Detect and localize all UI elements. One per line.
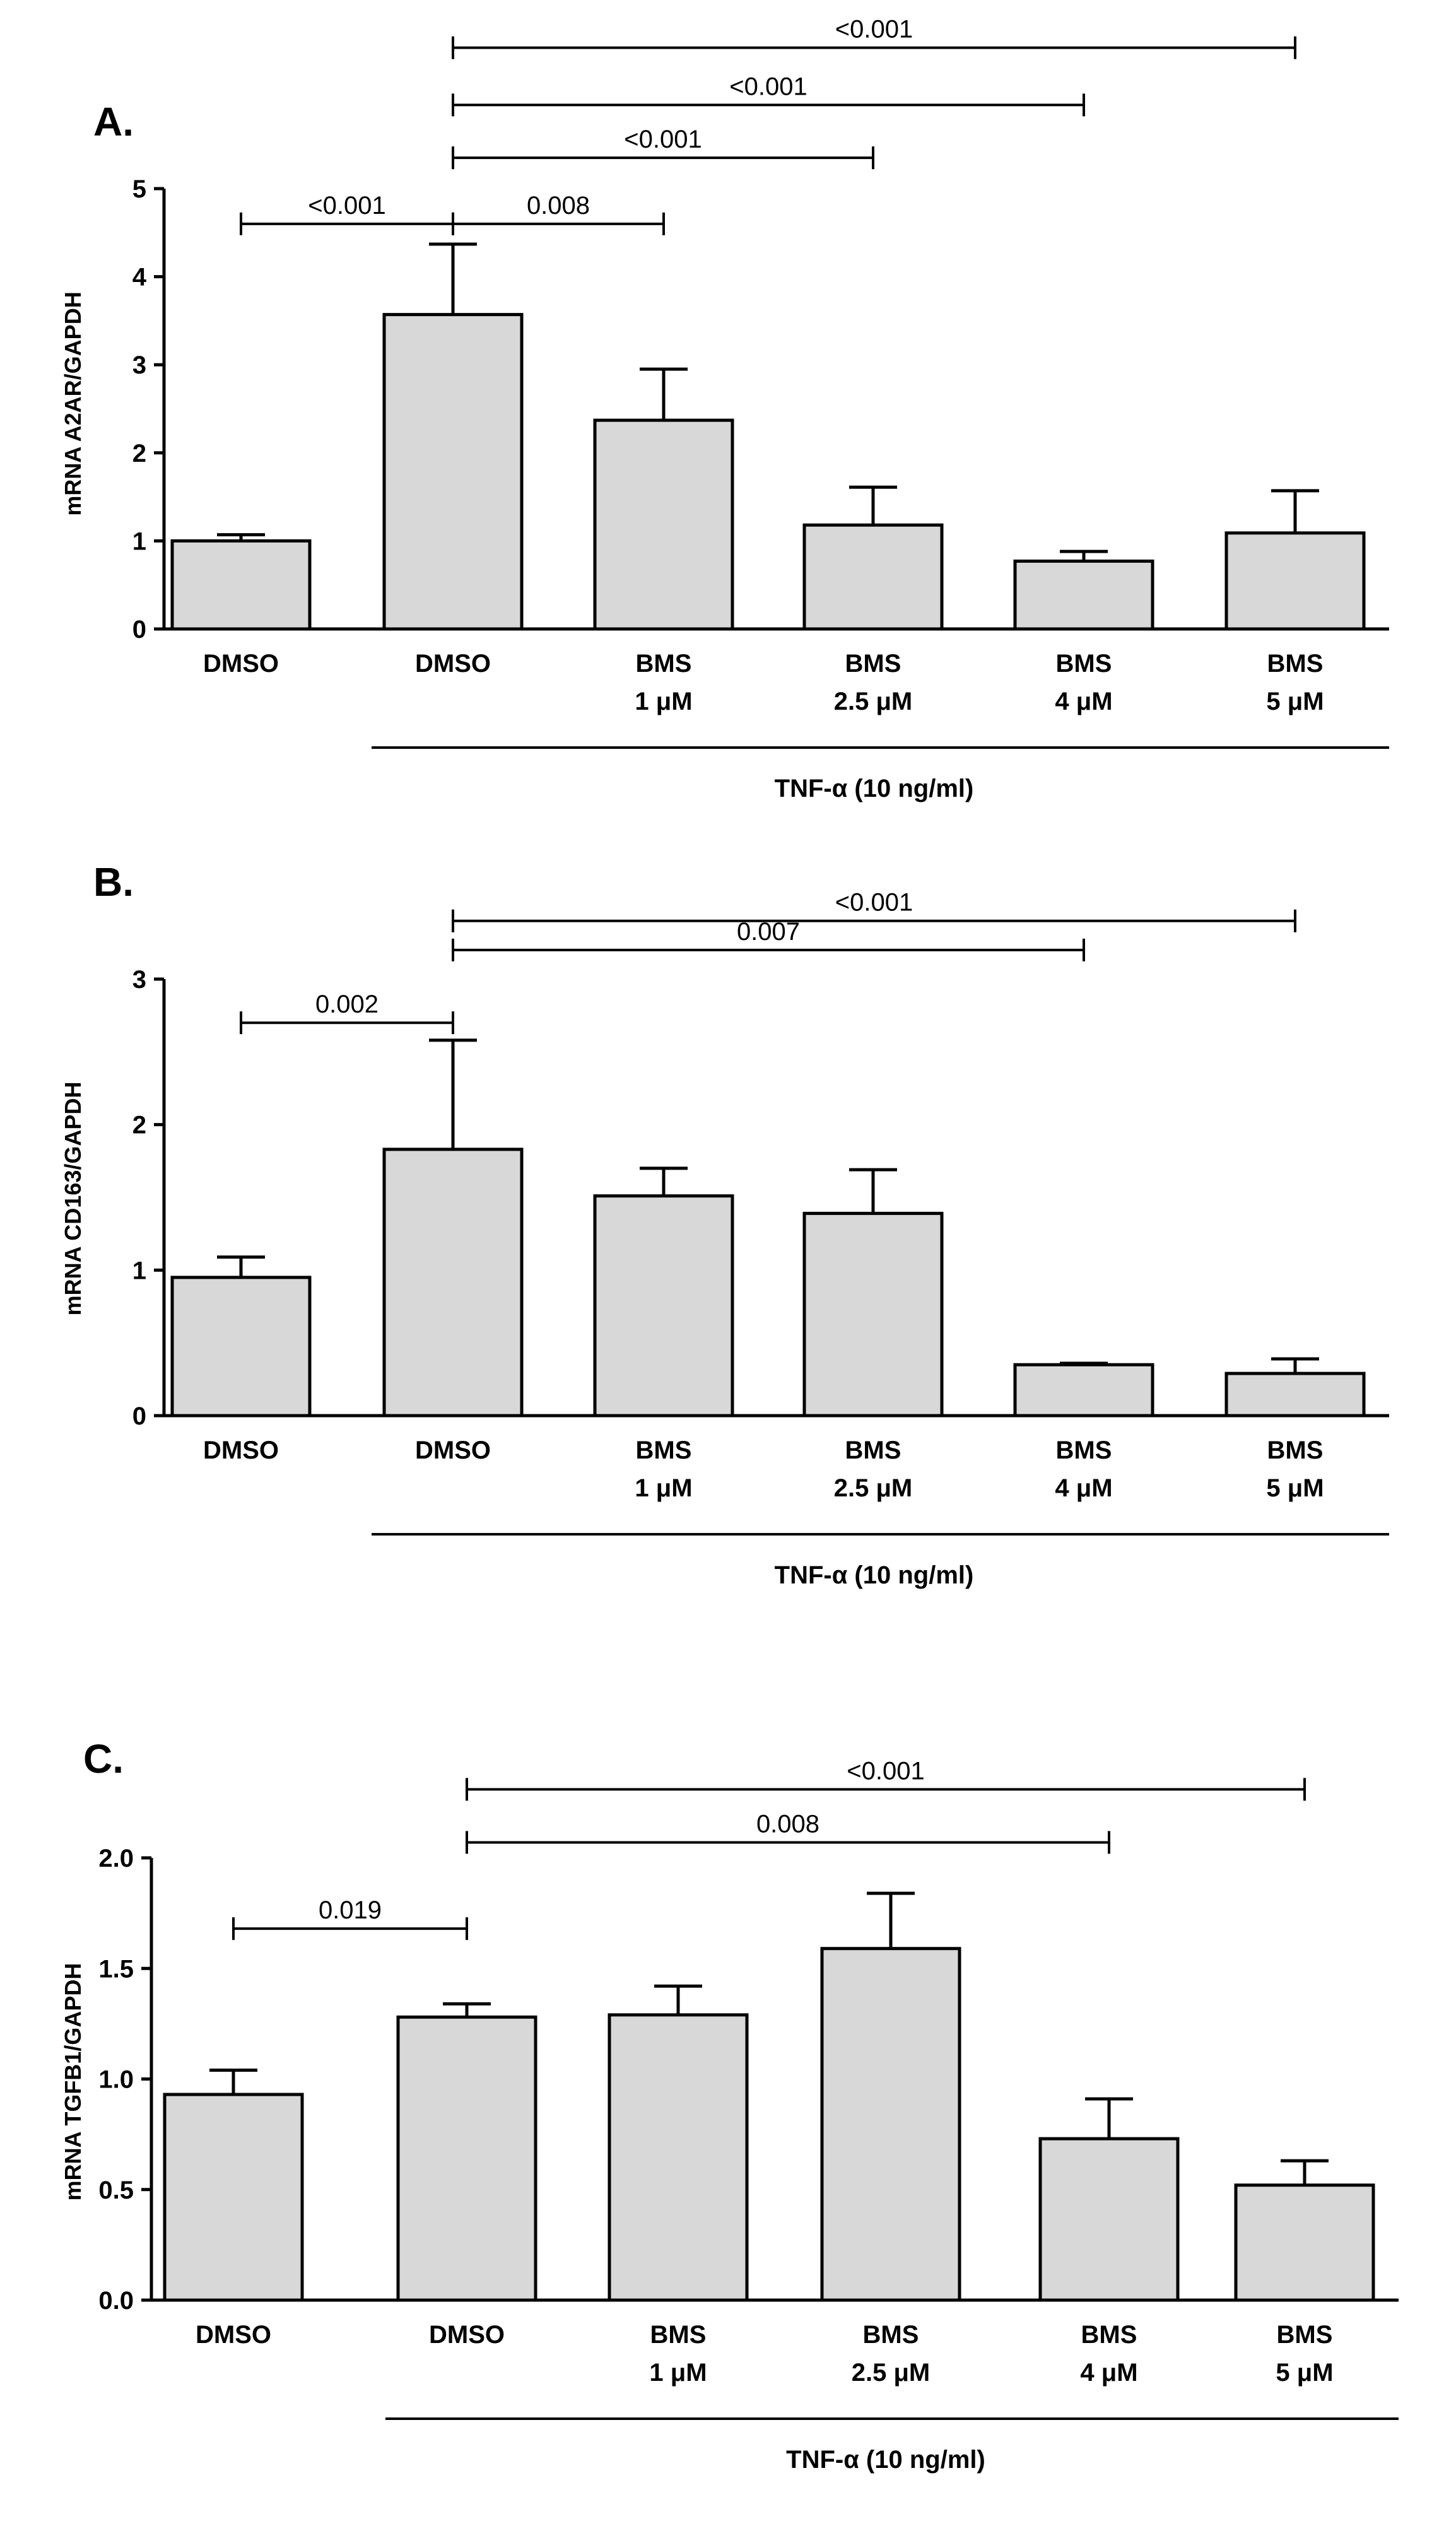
- p-value-label: 0.019: [319, 1896, 382, 1924]
- bar: [608, 2013, 749, 2302]
- y-tick-label: 1.0: [98, 2066, 134, 2094]
- bar: [802, 523, 944, 631]
- panel-1: A. 0 1 2 3 4 5 mRNA A2AR/GAPDH DMSO DMSO BMS 1 μM BM…: [60, 16, 1389, 802]
- x-tick-label: BMS: [636, 650, 692, 678]
- p-value-label: 0.008: [527, 192, 590, 220]
- bar: [396, 2015, 537, 2302]
- p-value-label: 0.007: [737, 918, 800, 946]
- panel-label: B.: [93, 859, 134, 905]
- significance-bracket: 0.019: [232, 1896, 468, 1941]
- bar: [820, 1947, 961, 2302]
- y-tick-label: 0: [132, 616, 146, 643]
- y-tick-label: 4: [132, 264, 147, 291]
- significance-bracket: 0.008: [466, 1810, 1110, 1854]
- significance-bracket: <0.001: [452, 889, 1296, 932]
- x-tick-sublabel: 2.5 μM: [834, 688, 913, 715]
- bar: [163, 2093, 304, 2302]
- x-tick-label: BMS: [1277, 2321, 1333, 2349]
- x-tick-label: DMSO: [415, 1436, 491, 1464]
- bar: [382, 1148, 524, 1418]
- bar: [1224, 1371, 1366, 1418]
- x-tick-label: DMSO: [196, 2321, 271, 2349]
- y-axis-label: mRNA TGFB1/GAPDH: [60, 1963, 86, 2201]
- x-tick-label: BMS: [650, 2321, 707, 2349]
- x-tick-sublabel: 4 μM: [1055, 688, 1112, 715]
- x-tick-label: BMS: [1267, 650, 1324, 678]
- x-tick-label: BMS: [1081, 2321, 1137, 2349]
- panel-label: A.: [93, 99, 134, 144]
- bar: [382, 313, 524, 631]
- x-tick-sublabel: 2.5 μM: [852, 2359, 931, 2387]
- group-label: TNF-α (10 ng/ml): [786, 2446, 985, 2474]
- bar: [1013, 1363, 1154, 1418]
- y-tick-label: 0.0: [98, 2287, 134, 2315]
- p-value-label: 0.002: [315, 990, 379, 1018]
- y-axis-label: mRNA CD163/GAPDH: [60, 1082, 86, 1316]
- significance-bracket: 0.008: [452, 192, 665, 235]
- bar: [1234, 2183, 1375, 2302]
- x-tick-sublabel: 5 μM: [1276, 2359, 1333, 2387]
- significance-bracket: <0.001: [452, 16, 1296, 59]
- panel-2: B. 0 1 2 3 mRNA CD163/GAPDH DMSO DMSO BMS 1 μM BMS…: [60, 859, 1389, 1589]
- y-tick-label: 1: [132, 1257, 146, 1284]
- group-label: TNF-α (10 ng/ml): [775, 775, 974, 802]
- y-tick-label: 3: [132, 351, 146, 379]
- x-tick-label: BMS: [845, 1436, 901, 1464]
- y-tick-label: 2: [132, 440, 146, 467]
- x-tick-label: DMSO: [203, 1436, 279, 1464]
- x-tick-sublabel: 4 μM: [1080, 2359, 1137, 2387]
- bar: [593, 418, 734, 631]
- y-tick-label: 5: [132, 175, 146, 203]
- panel-label: C.: [83, 1736, 124, 1782]
- panel-3: C. 0.0 0.5 1.0 1.5 2.0 mRNA TGFB1/GAPDH DMSO DMS…: [60, 1736, 1399, 2474]
- x-tick-label: BMS: [636, 1436, 692, 1464]
- significance-bracket: 0.002: [240, 990, 454, 1035]
- significance-bracket: <0.001: [240, 192, 454, 235]
- bar: [170, 539, 312, 631]
- x-tick-sublabel: 5 μM: [1266, 688, 1324, 715]
- p-value-label: <0.001: [835, 889, 913, 917]
- p-value-label: 0.008: [756, 1810, 819, 1838]
- x-tick-sublabel: 1 μM: [635, 1474, 692, 1502]
- y-tick-label: 0.5: [98, 2176, 134, 2204]
- x-tick-label: DMSO: [429, 2321, 505, 2349]
- y-tick-label: 0: [132, 1402, 146, 1430]
- bar: [802, 1211, 944, 1418]
- x-tick-sublabel: 4 μM: [1055, 1474, 1112, 1502]
- significance-bracket: <0.001: [452, 73, 1085, 117]
- p-value-label: <0.001: [835, 16, 913, 44]
- y-axis-label: mRNA A2AR/GAPDH: [60, 291, 86, 515]
- x-tick-sublabel: 1 μM: [635, 688, 692, 715]
- y-tick-label: 2.0: [98, 1845, 134, 1872]
- x-tick-label: BMS: [845, 650, 901, 678]
- x-tick-sublabel: 2.5 μM: [834, 1474, 913, 1502]
- p-value-label: <0.001: [847, 1757, 924, 1785]
- y-tick-label: 2: [132, 1112, 146, 1139]
- x-tick-label: BMS: [1056, 650, 1112, 678]
- x-tick-label: BMS: [1056, 1436, 1112, 1464]
- group-label: TNF-α (10 ng/ml): [775, 1561, 974, 1589]
- x-tick-sublabel: 1 μM: [649, 2359, 707, 2387]
- bar: [1038, 2137, 1180, 2302]
- x-tick-sublabel: 5 μM: [1266, 1474, 1324, 1502]
- y-tick-label: 1: [132, 527, 146, 555]
- significance-bracket: <0.001: [466, 1757, 1306, 1801]
- p-value-label: <0.001: [308, 192, 385, 220]
- y-tick-label: 3: [132, 966, 146, 994]
- x-tick-label: DMSO: [203, 650, 279, 678]
- p-value-label: <0.001: [729, 73, 807, 100]
- x-tick-label: BMS: [863, 2321, 919, 2349]
- bar: [593, 1194, 734, 1418]
- x-tick-label: BMS: [1267, 1436, 1324, 1464]
- y-tick-label: 1.5: [98, 1955, 134, 1983]
- p-value-label: <0.001: [624, 126, 702, 153]
- bar: [1224, 531, 1366, 631]
- significance-bracket: <0.001: [452, 126, 874, 170]
- x-tick-label: DMSO: [415, 650, 491, 678]
- significance-bracket: 0.007: [452, 918, 1085, 961]
- bar: [1013, 560, 1154, 631]
- bar: [170, 1276, 312, 1418]
